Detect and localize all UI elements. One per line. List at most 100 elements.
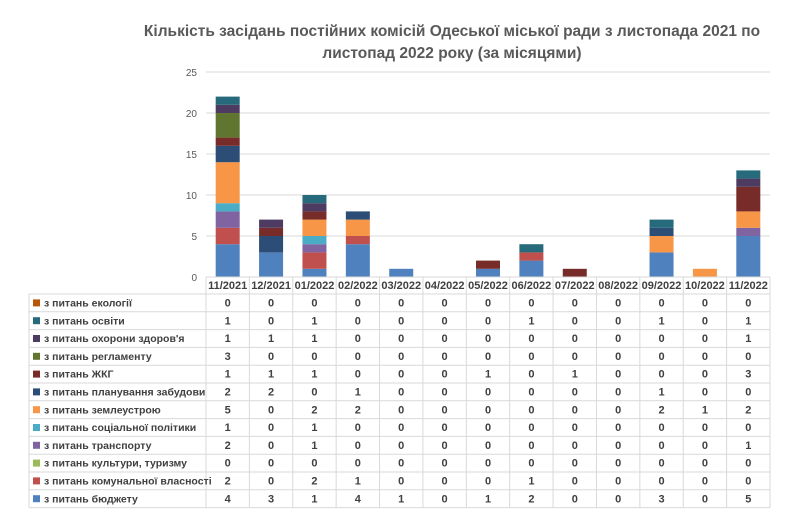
bar-segment [519, 244, 544, 253]
table-value: 2 [225, 387, 231, 399]
table-value: 3 [658, 493, 664, 505]
table-value: 0 [658, 369, 664, 381]
chart-title-line: Кількість засідань постійних комісій Оде… [144, 23, 760, 40]
table-value: 0 [528, 440, 534, 452]
y-tick-label: 10 [186, 191, 198, 202]
table-value: 0 [442, 476, 448, 488]
category-label: 11/2022 [729, 280, 768, 292]
series-name: з питань освіти [44, 315, 125, 327]
series-name: з питань соціальної політики [44, 422, 196, 434]
series-name: з питань ЖКГ [44, 369, 114, 381]
table-value: 0 [702, 333, 708, 345]
table-value: 1 [485, 493, 491, 505]
table-value: 0 [528, 404, 534, 416]
bar-segment [215, 211, 240, 228]
table-value: 1 [268, 333, 274, 345]
table-value: 0 [485, 440, 491, 452]
table-value: 0 [658, 333, 664, 345]
data-table: 11/2021 12/2021 01/2022 02/2022 03/2022 04/20… [28, 276, 771, 509]
legend-key [33, 335, 40, 342]
y-tick-label: 0 [191, 273, 197, 284]
table-value: 0 [702, 440, 708, 452]
table-value: 1 [485, 369, 491, 381]
table-value: 0 [745, 298, 751, 310]
table-value: 0 [658, 298, 664, 310]
legend-key [33, 370, 40, 378]
table-value: 0 [702, 458, 708, 470]
table-value: 0 [572, 440, 578, 452]
table-value: 0 [615, 404, 621, 416]
table-value: 2 [745, 404, 751, 416]
table-value: 2 [528, 493, 534, 505]
table-value: 0 [442, 315, 448, 327]
table-value: 1 [745, 315, 751, 327]
table-value: 1 [702, 404, 708, 416]
category-label: 06/2022 [512, 280, 552, 292]
table-value: 0 [398, 476, 404, 488]
table-value: 1 [398, 493, 404, 505]
table-value: 0 [658, 351, 664, 363]
table-value: 0 [398, 298, 404, 310]
table-value: 0 [702, 476, 708, 488]
table-value: 0 [355, 298, 361, 310]
table-value: 0 [572, 315, 578, 327]
table-value: 0 [355, 351, 361, 363]
table-value: 0 [615, 422, 621, 434]
table-value: 1 [745, 333, 751, 345]
table-value: 5 [225, 404, 231, 416]
table-value: 0 [572, 476, 578, 488]
table-value: 0 [615, 440, 621, 452]
table-value: 0 [702, 298, 708, 310]
bar-segment [302, 244, 327, 253]
table-value: 0 [572, 493, 578, 505]
bar-segment [389, 268, 414, 277]
bar-segment [519, 260, 544, 277]
table-value: 0 [572, 387, 578, 399]
table-value: 1 [572, 369, 578, 381]
bar-segment [736, 236, 761, 277]
table-value: 0 [398, 458, 404, 470]
table-value: 0 [442, 493, 448, 505]
table-value: 2 [311, 404, 317, 416]
table-value: 0 [311, 298, 317, 310]
table-value: 2 [268, 387, 274, 399]
bar-segment [649, 236, 674, 253]
table-value: 0 [485, 351, 491, 363]
table-value: 0 [528, 333, 534, 345]
bar-segment [302, 211, 327, 220]
table-value: 0 [268, 422, 274, 434]
table-value: 0 [442, 440, 448, 452]
table-value: 0 [485, 333, 491, 345]
table-value: 1 [268, 369, 274, 381]
table-value: 0 [702, 422, 708, 434]
table-value: 1 [311, 369, 317, 381]
bar-segment [215, 244, 240, 277]
table-value: 0 [225, 458, 231, 470]
category-label: 02/2022 [338, 280, 378, 292]
bar-segment [215, 203, 240, 212]
table-value: 0 [268, 298, 274, 310]
table-value: 0 [442, 387, 448, 399]
table-value: 0 [572, 458, 578, 470]
table-value: 1 [528, 315, 534, 327]
table-value: 1 [311, 333, 317, 345]
table-value: 0 [398, 315, 404, 327]
bar-segment [215, 96, 240, 105]
table-value: 0 [528, 387, 534, 399]
bar-segment [215, 137, 240, 146]
bar-segment [215, 113, 240, 138]
table-value: 0 [442, 422, 448, 434]
table-value: 0 [398, 351, 404, 363]
table-value: 0 [658, 476, 664, 488]
table-value: 0 [355, 440, 361, 452]
table-value: 2 [225, 440, 231, 452]
table-value: 3 [225, 351, 231, 363]
series-name: з питань регламенту [44, 351, 152, 363]
category-label: 03/2022 [381, 280, 421, 292]
y-tick-label: 15 [186, 150, 198, 161]
table-value: 0 [398, 404, 404, 416]
table-value: 5 [745, 493, 751, 505]
table-value: 0 [355, 422, 361, 434]
